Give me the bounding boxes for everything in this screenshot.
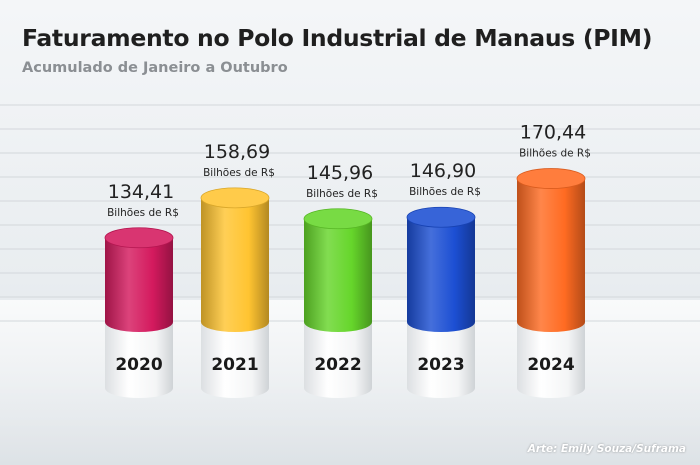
value-label: 158,69 [204,141,270,163]
bar-2023: 2023 Bilhões de R$ 146,90 [406,160,481,398]
chart-subtitle: Acumulado de Janeiro a Outubro [22,60,288,76]
year-label: 2022 [314,355,361,375]
bar-body [517,178,585,332]
unit-label: Bilhões de R$ [519,148,591,160]
year-label: 2023 [417,355,464,375]
unit-label: Bilhões de R$ [306,188,378,200]
value-label: 170,44 [520,122,586,144]
unit-label: Bilhões de R$ [409,186,481,198]
bar-top-cap [200,187,270,209]
bar-base [201,322,269,398]
bar-body [105,237,173,332]
bar-2024: 2024 Bilhões de R$ 170,44 [516,122,591,398]
bars-group: 2020 Bilhões de R$ 134,41 2021 Bilhões de R$… [104,122,591,398]
credit-text: Arte: Emily Souza/Suframa [527,443,686,455]
chart-title: Faturamento no Polo Industrial de Manaus… [22,24,653,52]
year-label: 2021 [211,355,258,375]
bar-2022: 2022 Bilhões de R$ 145,96 [303,162,378,398]
bar-body [407,217,475,332]
bar-top-cap [303,208,373,230]
bar-2021: 2021 Bilhões de R$ 158,69 [200,141,275,398]
bar-base [517,322,585,398]
value-label: 145,96 [307,162,373,184]
value-label: 146,90 [410,160,476,182]
bar-top-cap [104,227,174,249]
unit-label: Bilhões de R$ [203,167,275,179]
value-label: 134,41 [108,181,174,203]
bar-body [304,218,372,332]
bar-top-cap [406,206,476,228]
unit-label: Bilhões de R$ [107,207,179,219]
bar-body [201,197,269,332]
year-label: 2020 [115,355,162,375]
bar-base [407,322,475,398]
year-label: 2024 [527,355,574,375]
bar-base [105,322,173,398]
bar-2020: 2020 Bilhões de R$ 134,41 [104,181,179,398]
bar-base [304,322,372,398]
bar-top-cap [516,168,586,189]
